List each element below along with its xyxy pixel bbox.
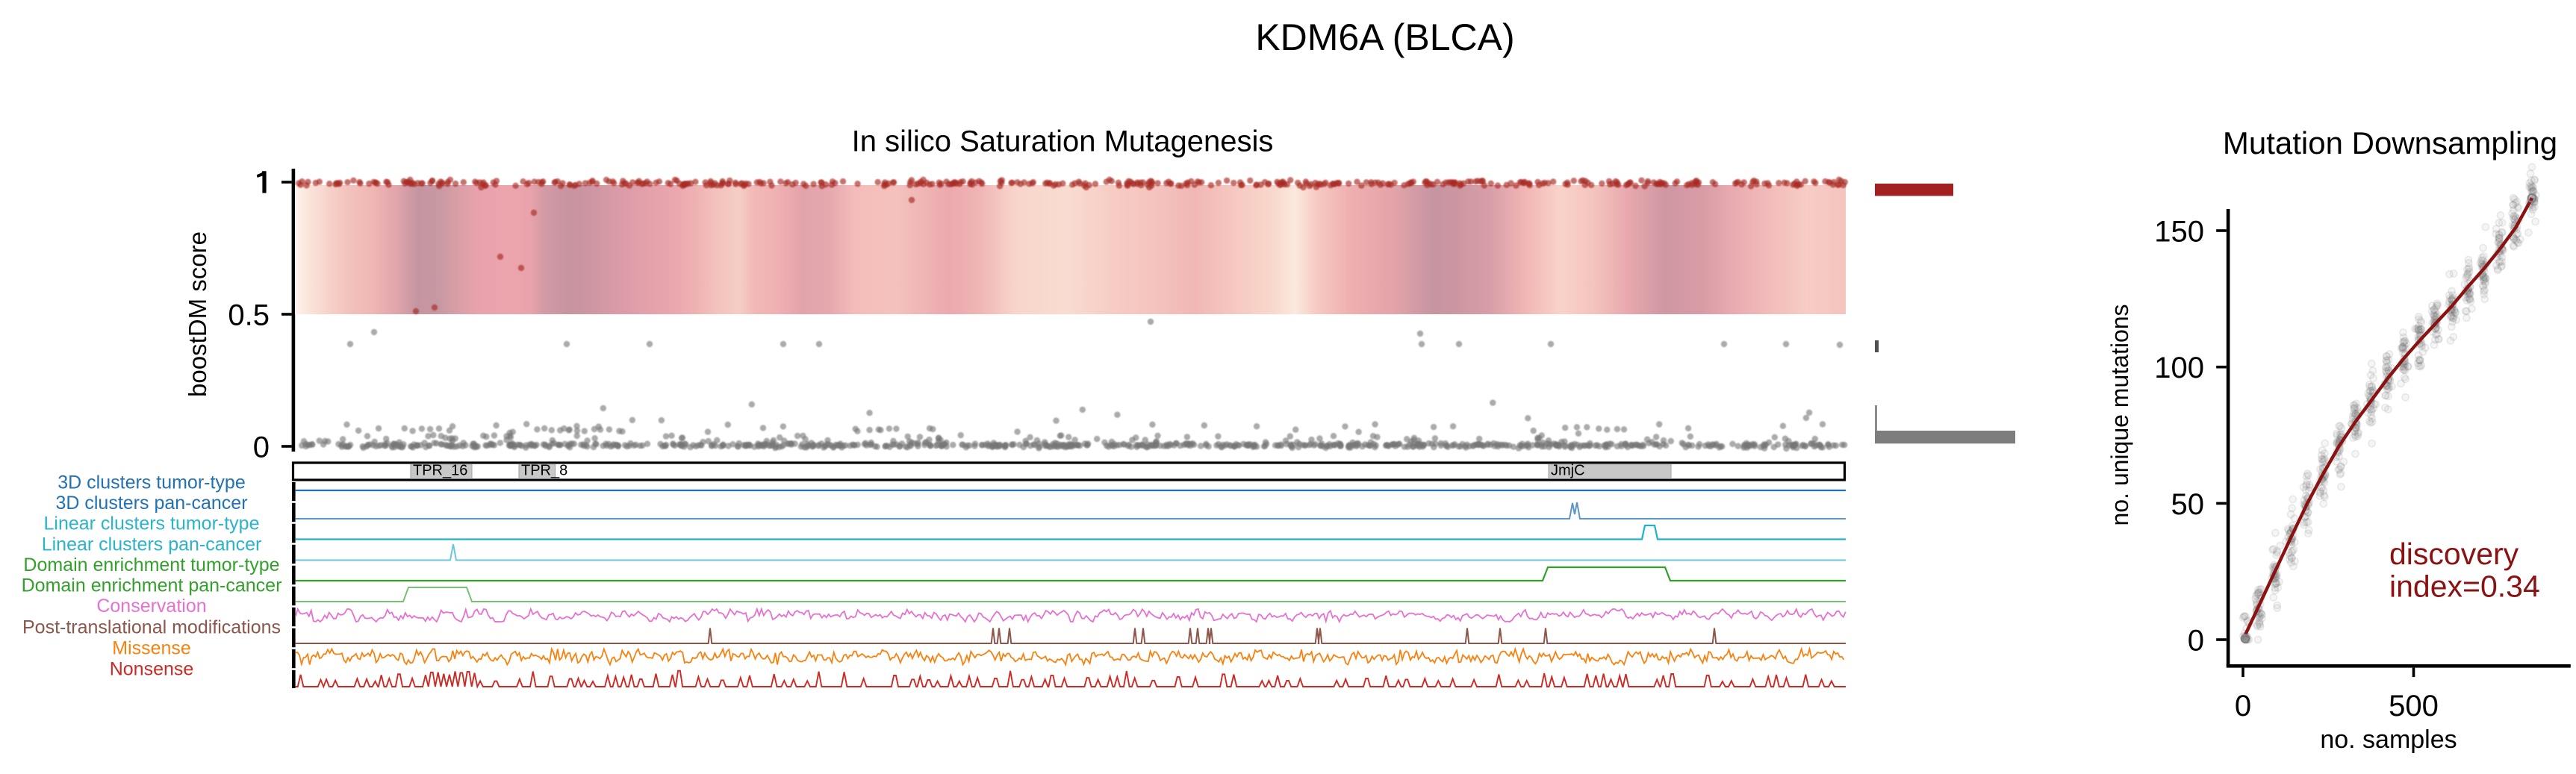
svg-text:50: 50 xyxy=(2171,488,2205,521)
svg-text:Linear clusters pan-cancer: Linear clusters pan-cancer xyxy=(42,534,262,555)
svg-text:Post-translational modificatio: Post-translational modifications xyxy=(22,617,281,638)
svg-text:3D clusters pan-cancer: 3D clusters pan-cancer xyxy=(55,493,247,514)
svg-text:0: 0 xyxy=(253,431,270,464)
svg-text:index=0.34: index=0.34 xyxy=(2389,569,2540,604)
svg-text:500: 500 xyxy=(2389,690,2439,722)
svg-text:boostDM score: boostDM score xyxy=(184,231,211,397)
svg-text:100: 100 xyxy=(2154,352,2204,384)
svg-text:3D clusters tumor-type: 3D clusters tumor-type xyxy=(57,472,245,493)
svg-text:In silico Saturation Mutagenes: In silico Saturation Mutagenesis xyxy=(852,125,1274,158)
svg-text:no. unique mutations: no. unique mutations xyxy=(2106,304,2133,525)
svg-text:0: 0 xyxy=(2235,690,2251,722)
svg-text:Conservation: Conservation xyxy=(96,596,206,617)
svg-text:0: 0 xyxy=(2188,624,2204,657)
svg-text:JmjC: JmjC xyxy=(1551,463,1585,479)
svg-text:Nonsense: Nonsense xyxy=(110,658,194,679)
svg-text:150: 150 xyxy=(2154,215,2204,248)
svg-text:TPR_16: TPR_16 xyxy=(413,463,467,479)
svg-text:Missense: Missense xyxy=(112,637,191,658)
svg-text:discovery: discovery xyxy=(2389,537,2519,571)
svg-text:Domain enrichment tumor-type: Domain enrichment tumor-type xyxy=(23,555,279,575)
svg-text:Domain enrichment pan-cancer: Domain enrichment pan-cancer xyxy=(22,575,282,596)
svg-text:KDM6A (BLCA): KDM6A (BLCA) xyxy=(1255,16,1514,58)
svg-text:Linear clusters tumor-type: Linear clusters tumor-type xyxy=(43,514,259,534)
svg-text:Mutation Downsampling: Mutation Downsampling xyxy=(2223,125,2557,160)
svg-text:TPR_8: TPR_8 xyxy=(521,463,567,479)
svg-text:no. samples: no. samples xyxy=(2320,725,2457,754)
svg-text:0.5: 0.5 xyxy=(228,299,270,331)
